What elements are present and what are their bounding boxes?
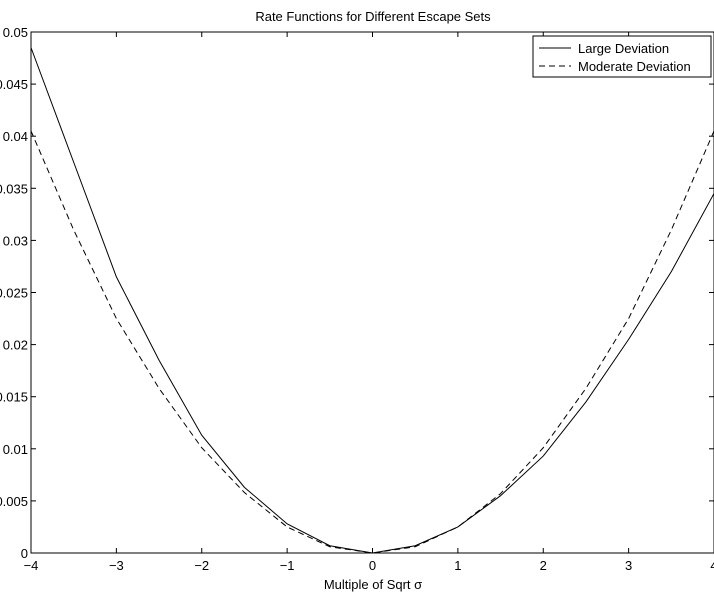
y-tick-label: 0: [21, 546, 28, 561]
x-tick-label: 3: [625, 558, 632, 573]
y-tick-label: 0.02: [3, 338, 28, 353]
chart-title: Rate Functions for Different Escape Sets: [255, 9, 491, 24]
x-tick-label: −2: [194, 558, 209, 573]
x-axis-label: Multiple of Sqrt σ: [324, 577, 422, 592]
plot-frame: [30, 31, 714, 554]
x-tick-label: 4: [710, 558, 714, 573]
series-line-moderate-deviation: [30, 130, 714, 554]
axis-ticks: −4 −3 −2 −1 0 1 2 3 4 0 0.005 0.01 0.015 0.02 0.025 0.0…: [0, 25, 714, 573]
legend: Large Deviation Moderate Deviation: [532, 35, 712, 78]
x-tick-label: 2: [540, 558, 547, 573]
legend-label-moderate-deviation: Moderate Deviation: [578, 59, 691, 74]
y-tick-label: 0.015: [0, 390, 28, 405]
x-tick-label: 1: [454, 558, 461, 573]
y-tick-label: 0.04: [3, 129, 28, 144]
series-lines: [30, 47, 714, 554]
x-tick-label: −4: [24, 558, 39, 573]
x-tick-label: −3: [109, 558, 124, 573]
y-tick-label: 0.045: [0, 77, 28, 92]
y-tick-label: 0.03: [3, 233, 28, 248]
legend-label-large-deviation: Large Deviation: [578, 41, 669, 56]
series-line-large-deviation: [30, 47, 714, 554]
y-tick-label: 0.01: [3, 442, 28, 457]
y-tick-label: 0.05: [3, 25, 28, 40]
x-tick-label: 0: [369, 558, 376, 573]
legend-box: [532, 35, 712, 78]
x-tick-label: −1: [280, 558, 295, 573]
y-tick-label: 0.005: [0, 494, 28, 509]
y-tick-label: 0.025: [0, 286, 28, 301]
y-tick-label: 0.035: [0, 181, 28, 196]
